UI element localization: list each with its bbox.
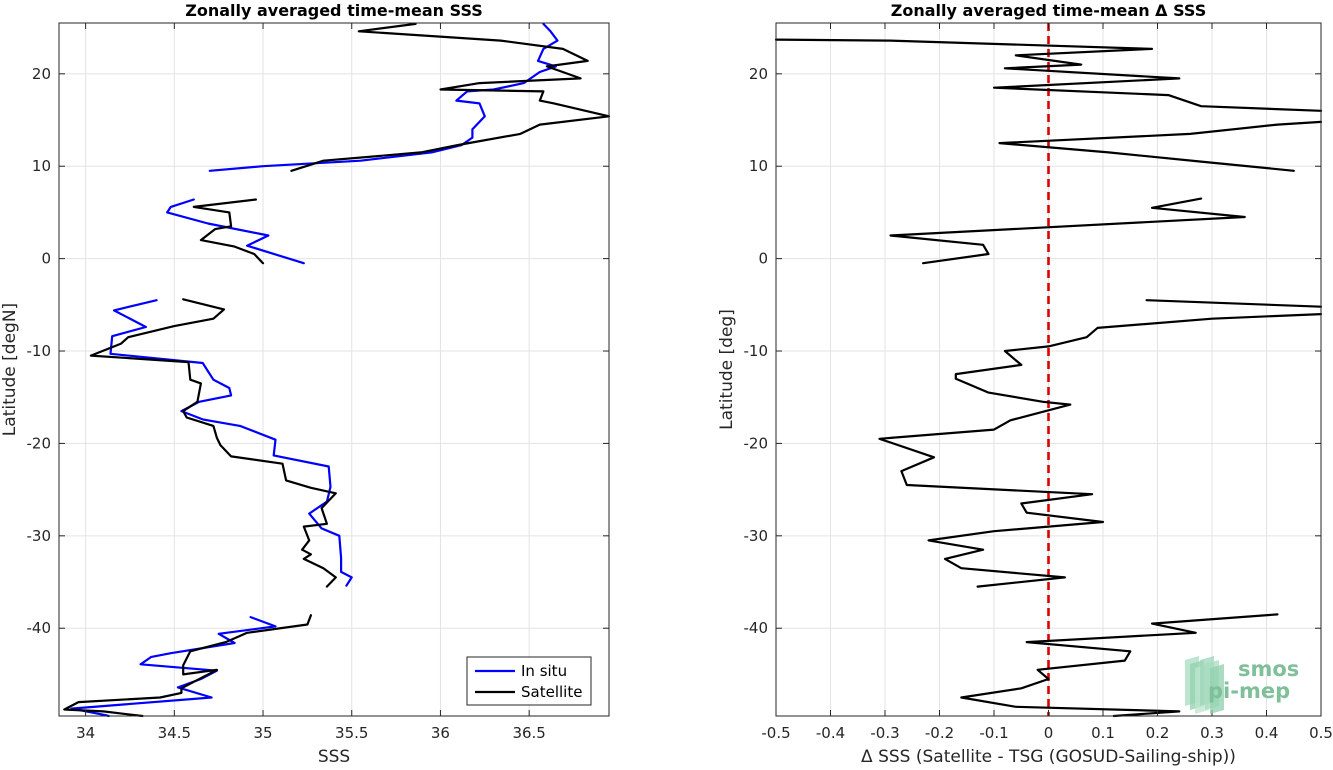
logo-text-pimep: pi-mep — [1208, 679, 1290, 703]
p1-y-tick-label: -40 — [744, 619, 769, 637]
p1-x-tick-label: -0.5 — [761, 724, 790, 742]
p1-x-axis-label: Δ SSS (Satellite - TSG (GOSUD-Sailing-sh… — [861, 747, 1236, 766]
p0-series-satellite-segment-0 — [290, 22, 611, 172]
p1-x-tick-label: 0.2 — [1146, 724, 1170, 742]
p0-x-axis-label: SSS — [318, 747, 350, 766]
p1-y-tick-label: -10 — [744, 342, 769, 360]
p1-chart-title: Zonally averaged time-mean Δ SSS — [891, 1, 1207, 20]
p0-plot-area — [59, 23, 609, 716]
p0-y-tick-label: -30 — [27, 527, 52, 545]
p1-y-tick-label: -20 — [744, 434, 769, 452]
p1-x-tick-label: 0.5 — [1309, 724, 1333, 742]
p0-x-tick-label: 35.5 — [335, 724, 368, 742]
p0-series-satellite-segment-2 — [89, 298, 337, 588]
right-panel-delta-sss: -0.5 -0.4 -0.3 -0.2 -0.1 0 0.1 0.2 0.3 0.4 0.5 -40 -… — [717, 1, 1333, 767]
left-panel-sss: 34 34.5 35 35.5 36 36.5 -40 -30 -20 -10 0 10 20 Zonal… — [0, 1, 611, 767]
p1-y-axis-label: Latitude [deg] — [717, 309, 737, 430]
p0-series-in-situ-segment-0 — [208, 22, 559, 172]
p0-series-in-situ-segment-2 — [109, 299, 353, 587]
p1-series-delta-segment-2 — [889, 197, 1246, 265]
p0-x-tick-label: 34 — [76, 724, 95, 742]
logo-text-smos: smos — [1238, 657, 1299, 681]
p0-x-tick-label: 36 — [431, 724, 450, 742]
p0-legend: In situ Satellite — [466, 656, 592, 706]
p1-series-delta-segment-0 — [774, 38, 1323, 112]
p0-chart-title: Zonally averaged time-mean SSS — [185, 1, 483, 20]
p0-series-satellite-segment-1 — [192, 198, 265, 265]
p1-series-delta-segment-5 — [960, 613, 1279, 718]
p0-y-tick-label: -20 — [27, 434, 52, 452]
p1-x-tick-label: 0.1 — [1091, 724, 1115, 742]
p0-series-in-situ-segment-3 — [70, 615, 277, 718]
p0-x-tick-label: 35 — [253, 724, 272, 742]
p1-y-tick-label: 10 — [749, 157, 768, 175]
p1-y-tick-label: 20 — [749, 65, 768, 83]
p1-series-delta-segment-4 — [878, 313, 1323, 588]
p0-y-tick-label: -40 — [27, 619, 52, 637]
p0-y-axis-label: Latitude [degN] — [0, 303, 20, 436]
p0-legend-box — [466, 656, 592, 706]
p1-x-tick-label: -0.3 — [870, 724, 899, 742]
p1-x-tick-label: 0.3 — [1200, 724, 1224, 742]
p1-series-delta-segment-3 — [1145, 299, 1323, 308]
p1-series-delta-segment-1 — [998, 120, 1323, 172]
p0-y-tick-label: 0 — [41, 250, 51, 268]
p1-x-tick-label: 0.4 — [1255, 724, 1279, 742]
p1-x-tick-label: 0 — [1044, 724, 1054, 742]
p1-y-tick-label: 0 — [758, 250, 768, 268]
logo-stripe — [1210, 664, 1224, 714]
p0-y-tick-label: 10 — [32, 157, 51, 175]
p0-y-tick-label: -10 — [27, 342, 52, 360]
p0-x-tick-label: 34.5 — [158, 724, 191, 742]
p1-x-tick-label: -0.2 — [925, 724, 954, 742]
p1-x-tick-label: -0.1 — [979, 724, 1008, 742]
p0-legend-label-satellite: Satellite — [521, 683, 582, 701]
p0-legend-label-in-situ: In situ — [521, 662, 567, 680]
p0-series-in-situ-segment-1 — [166, 198, 305, 265]
p0-y-tick-label: 20 — [32, 65, 51, 83]
p0-axes-frame — [58, 22, 610, 717]
p1-x-tick-label: -0.4 — [816, 724, 845, 742]
p1-y-tick-label: -30 — [744, 527, 769, 545]
p0-x-tick-label: 36.5 — [512, 724, 545, 742]
p0-series-satellite-segment-3 — [63, 614, 312, 718]
